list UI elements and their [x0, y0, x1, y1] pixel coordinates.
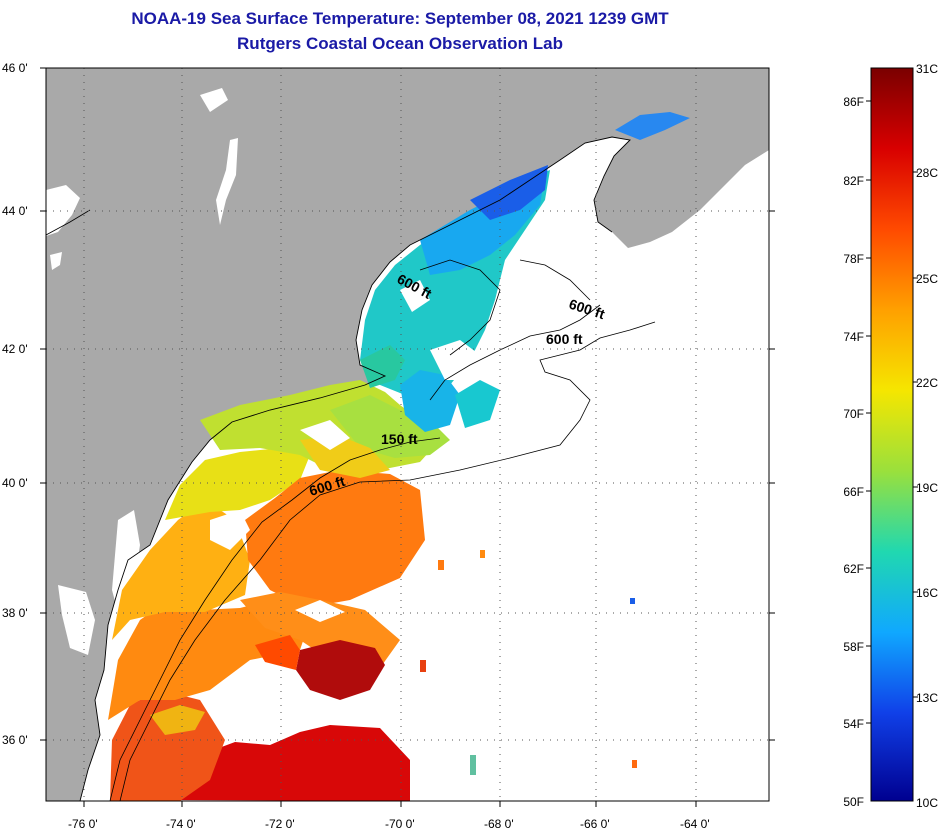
colorbar-c-label: 28C: [916, 166, 939, 180]
colorbar-f-label: 50F: [843, 795, 864, 809]
colorbar-c-label: 19C: [916, 481, 939, 495]
contour-label: 600 ft: [546, 331, 583, 347]
lat-label: 46 0': [2, 61, 28, 75]
colorbar-f-label: 62F: [843, 562, 864, 576]
lon-label: -64 0': [680, 817, 710, 831]
axis-ticks: [40, 67, 775, 807]
map-frame: [45, 67, 770, 802]
colorbar-c-label: 31C: [916, 62, 939, 76]
lat-label: 42 0': [2, 342, 28, 356]
colorbar-f-label: 86F: [843, 95, 864, 109]
colorbar-f-label: 78F: [843, 252, 864, 266]
colorbar-c-label: 13C: [916, 691, 939, 705]
colorbar-f-label: 58F: [843, 640, 864, 654]
colorbar-f-label: 54F: [843, 717, 864, 731]
lon-label: -72 0': [265, 817, 295, 831]
map-subtitle: Rutgers Coastal Ocean Observation Lab: [237, 34, 563, 53]
colorbar-c-label: 22C: [916, 376, 939, 390]
colorbar-f-label: 82F: [843, 174, 864, 188]
lat-label: 44 0': [2, 204, 28, 218]
bathymetry-contours: [46, 209, 656, 801]
lon-label: -66 0': [580, 817, 610, 831]
lon-label: -74 0': [166, 817, 196, 831]
lat-label: 36 0': [2, 733, 28, 747]
contour-label: 150 ft: [381, 431, 418, 447]
colorbar-f-label: 74F: [843, 330, 864, 344]
lat-label: 40 0': [2, 476, 28, 490]
colorbar-c-label: 25C: [916, 272, 939, 286]
lat-label: 38 0': [2, 606, 28, 620]
lon-label: -76 0': [68, 817, 98, 831]
map-title: NOAA-19 Sea Surface Temperature: Septemb…: [131, 9, 669, 28]
lon-label: -68 0': [484, 817, 514, 831]
colorbar-f-label: 66F: [843, 485, 864, 499]
colorbar-ticks: [866, 100, 918, 724]
colorbar: [870, 67, 914, 802]
graticule: [46, 68, 769, 801]
land-mass: [46, 68, 769, 801]
colorbar-c-label: 10C: [916, 796, 939, 810]
colorbar-c-label: 16C: [916, 586, 939, 600]
lon-label: -70 0': [385, 817, 415, 831]
colorbar-f-label: 70F: [843, 407, 864, 421]
